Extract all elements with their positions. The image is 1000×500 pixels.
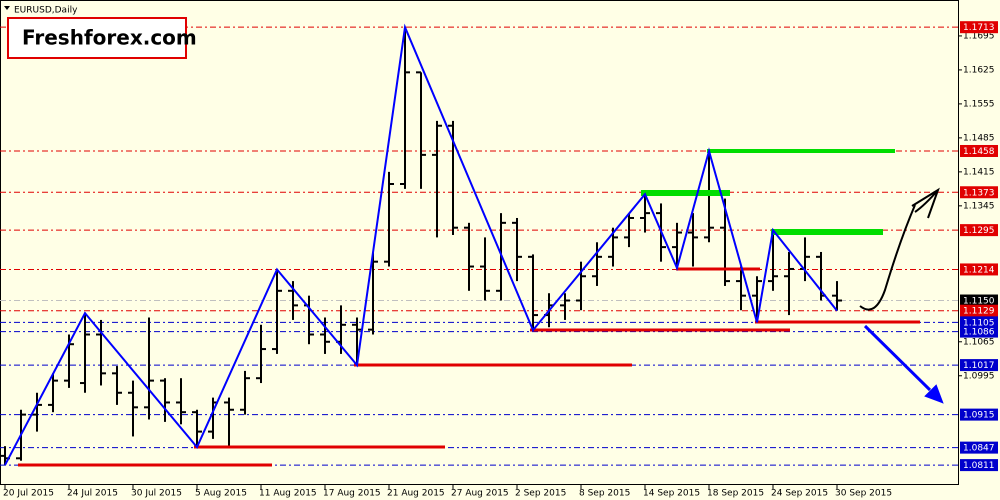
level-box (960, 459, 998, 472)
x-tick-label: 5 Aug 2015 (195, 489, 247, 499)
level-box (960, 144, 998, 157)
y-tick-label: 1.1345 (963, 201, 995, 211)
level-box (960, 263, 998, 276)
title-icon (4, 6, 10, 10)
logo-box (7, 17, 187, 59)
x-tick-label: 20 Jul 2015 (3, 489, 54, 499)
x-tick-label: 17 Aug 2015 (323, 489, 381, 499)
level-label: 1.1086 (963, 328, 995, 338)
level-box (960, 224, 998, 237)
level-box (960, 304, 998, 317)
level-box (960, 325, 998, 338)
level-label: 1.1373 (963, 188, 995, 198)
level-box (960, 316, 998, 329)
x-tick-label: 21 Aug 2015 (387, 489, 445, 499)
level-label: 1.1458 (963, 147, 995, 157)
level-label: 1.1214 (963, 265, 995, 275)
level-label: 1.1105 (963, 318, 995, 328)
y-tick-label: 1.1485 (963, 133, 995, 143)
level-box (960, 359, 998, 372)
x-tick-label: 18 Sep 2015 (707, 489, 764, 499)
x-tick-label: 11 Aug 2015 (259, 489, 317, 499)
forecast-down (863, 324, 932, 392)
y-tick-label: 1.1065 (963, 337, 995, 347)
level-label: 1.1713 (963, 23, 995, 33)
forecast-arrow-head (924, 384, 944, 404)
level-box (960, 408, 998, 421)
x-tick-label: 24 Sep 2015 (771, 489, 828, 499)
forecast-up (859, 204, 916, 311)
y-tick-label: 1.1415 (963, 167, 995, 177)
plot-frame (0, 0, 959, 485)
zigzag-line (4, 23, 838, 466)
level-label: 1.1017 (963, 361, 995, 371)
level-box (960, 441, 998, 454)
chart-title: EURUSD,Daily (14, 6, 78, 16)
level-label: 1.0847 (963, 444, 995, 454)
x-tick-label: 2 Sep 2015 (515, 489, 566, 499)
x-tick-label: 8 Sep 2015 (579, 489, 630, 499)
drawings (18, 149, 944, 467)
y-tick-label: 1.1695 (963, 31, 995, 41)
forecast-arrow-head (911, 187, 940, 219)
level-box (960, 294, 998, 307)
level-label: 1.1295 (963, 226, 995, 236)
x-tick-label: 30 Jul 2015 (131, 489, 182, 499)
level-label: 1.1129 (963, 307, 995, 317)
level-label: 1.1150 (963, 297, 995, 307)
level-label: 1.0915 (963, 411, 995, 421)
x-tick-label: 14 Sep 2015 (643, 489, 700, 499)
logo: Freshforex.com (22, 26, 197, 50)
x-tick-label: 27 Aug 2015 (451, 489, 509, 499)
level-box (960, 21, 998, 34)
level-box (960, 186, 998, 199)
x-tick-label: 30 Sep 2015 (835, 489, 892, 499)
level-label: 1.0811 (963, 461, 995, 471)
y-tick-label: 1.0995 (963, 371, 995, 381)
x-tick-label: 24 Jul 2015 (67, 489, 118, 499)
y-tick-label: 1.1555 (963, 99, 995, 109)
y-tick-label: 1.1625 (963, 65, 995, 75)
